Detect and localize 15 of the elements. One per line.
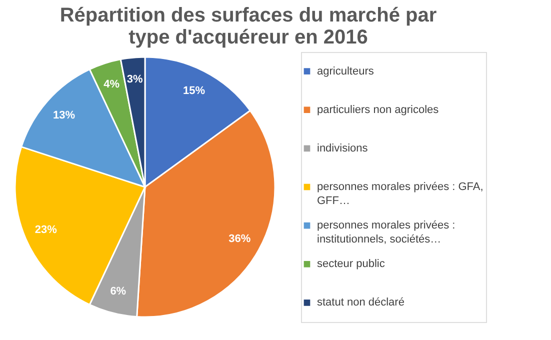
legend-label: personnes morales privées : institutionnels, sociétés… bbox=[317, 220, 456, 246]
legend-label: statut non déclaré bbox=[317, 296, 404, 309]
legend-label: indivisions bbox=[317, 142, 368, 154]
data-label: 36% bbox=[228, 233, 251, 246]
data-label: 4% bbox=[104, 78, 120, 90]
data-label: 15% bbox=[183, 84, 206, 97]
legend-label: agriculteurs bbox=[317, 65, 374, 78]
legend-label: personnes morales privées : GFA, GFF… bbox=[317, 181, 484, 207]
data-label: 13% bbox=[52, 110, 76, 122]
data-label: 6% bbox=[110, 286, 126, 298]
data-label: 23% bbox=[34, 224, 58, 236]
chart-title: Répartition des surfaces du marché par type d'acquéreur en 2016 bbox=[60, 4, 437, 48]
legend-label: secteur public bbox=[317, 258, 386, 270]
legend-label: particuliers non agricoles bbox=[317, 104, 440, 116]
data-label: 3% bbox=[126, 73, 143, 86]
